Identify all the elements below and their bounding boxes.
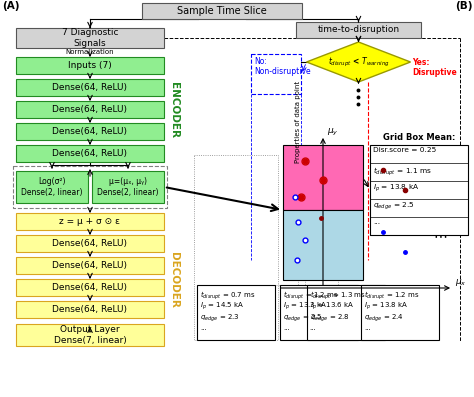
Text: Log(σ²)
Dense(2, linear): Log(σ²) Dense(2, linear) xyxy=(21,177,83,197)
Polygon shape xyxy=(307,42,410,82)
Text: ...: ... xyxy=(283,325,290,331)
Text: $I_p$ = 13.8 kA: $I_p$ = 13.8 kA xyxy=(365,301,409,312)
Text: $I_p$ = 13.8 kA: $I_p$ = 13.8 kA xyxy=(373,183,419,195)
Bar xyxy=(16,171,88,203)
Bar xyxy=(13,166,167,208)
Text: Dense(64, ReLU): Dense(64, ReLU) xyxy=(53,283,128,292)
Text: $I_p$ = 13.6 kA: $I_p$ = 13.6 kA xyxy=(310,301,354,312)
Bar xyxy=(307,285,385,340)
Text: Disr.score = 0.25: Disr.score = 0.25 xyxy=(373,147,436,153)
Text: $I_p$ = 14.5 kA: $I_p$ = 14.5 kA xyxy=(200,301,244,312)
Text: μ=(μₓ, μᵧ)
Dense(2, linear): μ=(μₓ, μᵧ) Dense(2, linear) xyxy=(97,177,159,197)
Bar xyxy=(361,285,439,340)
Bar xyxy=(16,57,164,74)
Bar xyxy=(142,3,302,19)
Bar xyxy=(252,54,301,94)
Text: time-to-disruption: time-to-disruption xyxy=(318,25,400,35)
Text: Dense(64, ReLU): Dense(64, ReLU) xyxy=(53,105,128,114)
Text: Dense(64, ReLU): Dense(64, ReLU) xyxy=(53,149,128,158)
Text: $t_{disrupt}$ < $T_{warning}$: $t_{disrupt}$ < $T_{warning}$ xyxy=(328,56,389,69)
Text: ...: ... xyxy=(373,219,380,225)
Text: $q_{edge}$ = 2.8: $q_{edge}$ = 2.8 xyxy=(310,313,349,324)
Text: Dense(64, ReLU): Dense(64, ReLU) xyxy=(53,83,128,92)
Text: Dense(64, ReLU): Dense(64, ReLU) xyxy=(53,305,128,314)
Bar xyxy=(197,285,275,340)
Bar xyxy=(16,235,164,252)
Bar xyxy=(92,171,164,203)
Text: $q_{edge}$ = 2.3: $q_{edge}$ = 2.3 xyxy=(200,313,240,324)
Bar xyxy=(16,101,164,118)
Bar xyxy=(16,257,164,274)
Bar xyxy=(16,301,164,318)
Bar xyxy=(16,324,164,346)
Text: ⋯: ⋯ xyxy=(433,229,447,243)
Text: Dense(64, ReLU): Dense(64, ReLU) xyxy=(53,261,128,270)
Text: (B): (B) xyxy=(455,1,473,11)
Text: Dense(64, ReLU): Dense(64, ReLU) xyxy=(53,127,128,136)
Text: Grid Box Mean:: Grid Box Mean: xyxy=(383,133,455,142)
Text: ...: ... xyxy=(365,325,371,331)
Text: $\mu_y$: $\mu_y$ xyxy=(327,126,339,137)
Text: Yes:
Disruptive: Yes: Disruptive xyxy=(412,58,457,77)
Text: z = μ + σ ⊙ ε: z = μ + σ ⊙ ε xyxy=(60,217,120,226)
Text: $q_{edge}$ = 2.5: $q_{edge}$ = 2.5 xyxy=(283,313,323,324)
Text: (A): (A) xyxy=(2,1,19,11)
Bar xyxy=(16,145,164,162)
Bar xyxy=(296,22,421,38)
Text: $\mu_x$: $\mu_x$ xyxy=(455,277,467,288)
Text: $t_{disrupt}$ = 1.2 ms: $t_{disrupt}$ = 1.2 ms xyxy=(365,289,420,301)
Text: ...: ... xyxy=(310,325,317,331)
Bar xyxy=(16,213,164,230)
Text: $t_{disrupt}$ = 0.7 ms: $t_{disrupt}$ = 0.7 ms xyxy=(200,289,255,301)
Text: 7 Diagnostic
Signals: 7 Diagnostic Signals xyxy=(62,28,118,48)
Text: $I_p$ = 13.3 kA: $I_p$ = 13.3 kA xyxy=(283,301,327,312)
Bar xyxy=(283,210,363,280)
Bar xyxy=(370,145,468,235)
Text: Sample Time Slice: Sample Time Slice xyxy=(177,6,267,16)
Bar xyxy=(283,145,363,210)
Text: ENCODER: ENCODER xyxy=(169,81,179,137)
Text: $t_{disrupt}$ = 1.2 ms: $t_{disrupt}$ = 1.2 ms xyxy=(283,289,338,301)
Bar xyxy=(16,79,164,96)
Text: ...: ... xyxy=(200,325,207,331)
Bar xyxy=(16,279,164,296)
Text: $q_{edge}$ = 2.4: $q_{edge}$ = 2.4 xyxy=(365,313,404,324)
Bar xyxy=(194,155,278,340)
Bar xyxy=(280,285,358,340)
Text: Output Layer
Dense(7, linear): Output Layer Dense(7, linear) xyxy=(54,325,127,345)
Text: Normalization: Normalization xyxy=(66,49,114,55)
Text: Dense(64, ReLU): Dense(64, ReLU) xyxy=(53,239,128,248)
Text: Inputs (7): Inputs (7) xyxy=(68,61,112,70)
Text: DECODER: DECODER xyxy=(169,252,179,307)
Text: No:
Non-disruptive: No: Non-disruptive xyxy=(255,57,311,76)
Text: $t_{disrupt}$ = 1.1 ms: $t_{disrupt}$ = 1.1 ms xyxy=(373,165,432,177)
Bar xyxy=(16,28,164,48)
Bar xyxy=(16,123,164,140)
Text: Properties of data point: Properties of data point xyxy=(295,81,301,163)
Text: $q_{edge}$ = 2.5: $q_{edge}$ = 2.5 xyxy=(373,201,415,212)
Text: $t_{disrupt}$ = 1.3 ms: $t_{disrupt}$ = 1.3 ms xyxy=(310,289,365,301)
